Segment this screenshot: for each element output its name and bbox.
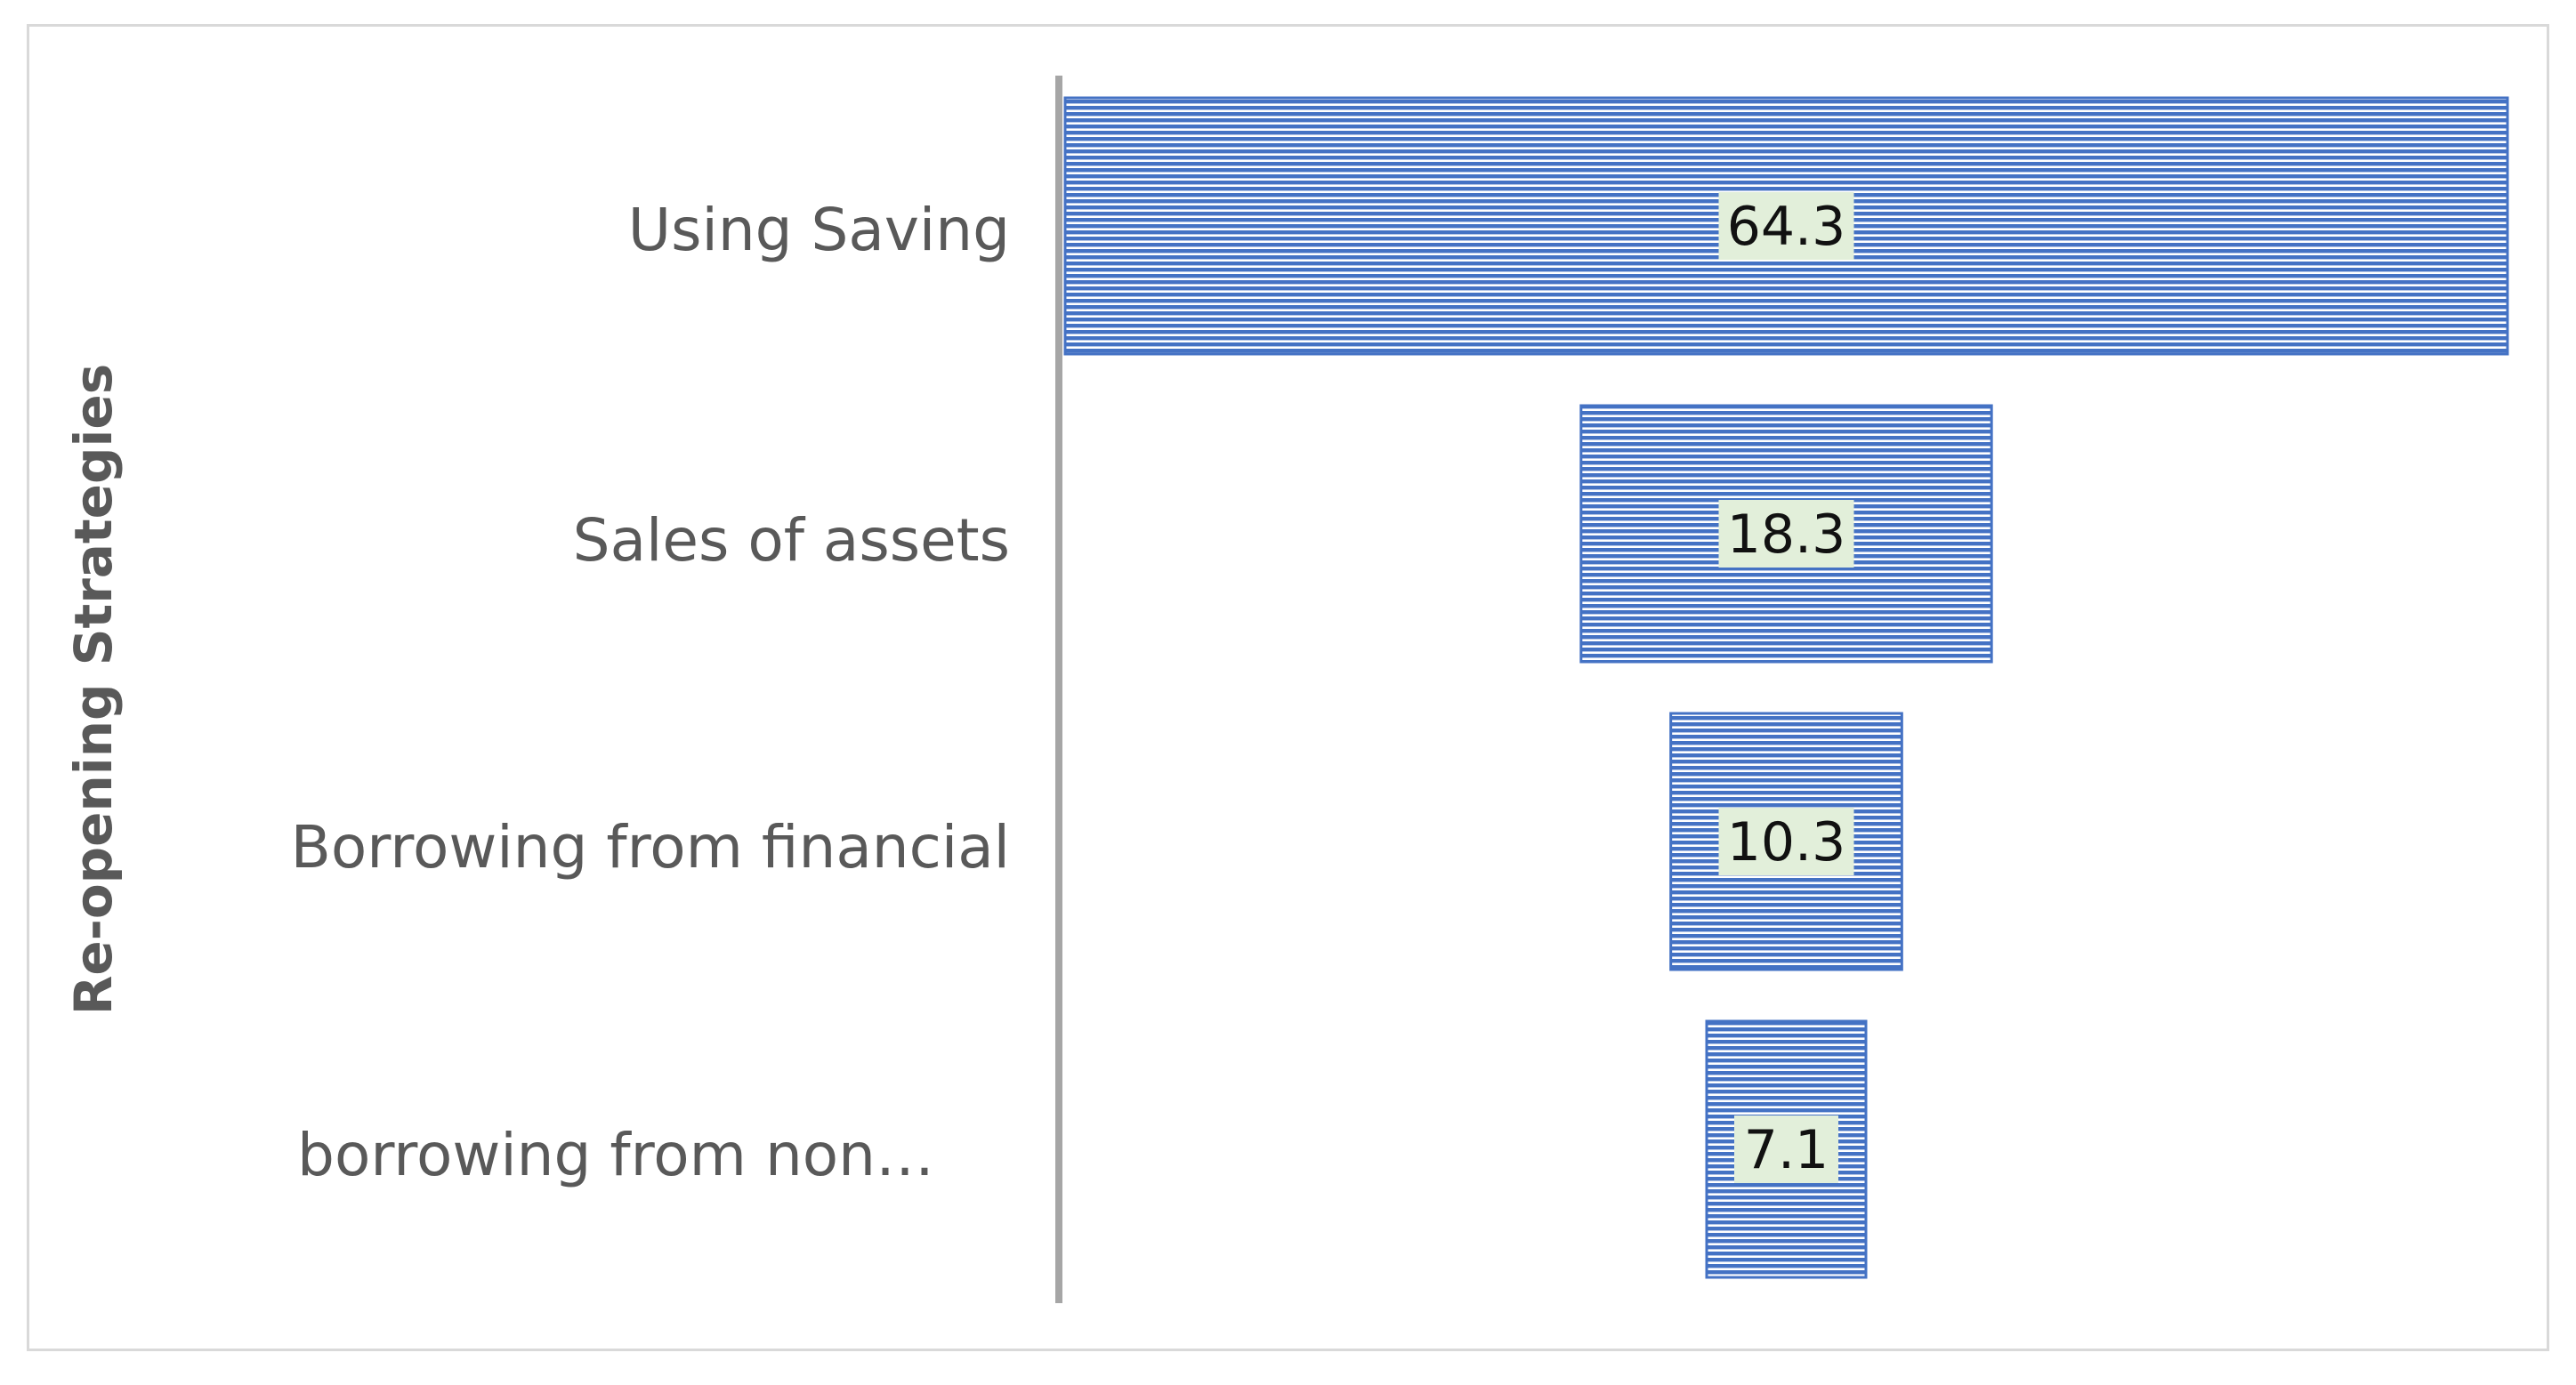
category-label-2: Sales of assets bbox=[573, 506, 1010, 575]
y-axis-title: Re-opening Strategies bbox=[63, 364, 124, 1016]
category-label-3: Borrowing from financial bbox=[291, 813, 1010, 882]
category-label-4: borrowing from non… bbox=[297, 1121, 934, 1189]
data-label-bg-4 bbox=[1734, 1115, 1838, 1183]
data-label-bg-3 bbox=[1718, 808, 1854, 875]
category-label-1: Using Saving bbox=[628, 196, 1010, 264]
data-label-4: 7.1 bbox=[1744, 1119, 1829, 1181]
data-label-1: 64.3 bbox=[1727, 196, 1846, 258]
data-label-bg-1 bbox=[1718, 192, 1854, 260]
data-label-3: 10.3 bbox=[1727, 811, 1846, 874]
data-label-bg-2 bbox=[1718, 500, 1854, 568]
data-label-2: 18.3 bbox=[1727, 503, 1846, 566]
